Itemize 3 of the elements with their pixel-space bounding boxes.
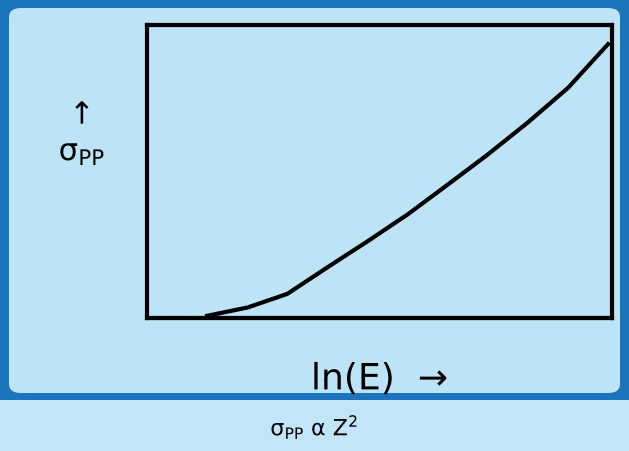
text: σ$_{PP}$ α Z$^{2}$	[272, 415, 356, 439]
y-axis-title: ↑ σ$_{PP}$	[60, 101, 104, 166]
x-axis-title: ln(E) →	[314, 362, 446, 394]
